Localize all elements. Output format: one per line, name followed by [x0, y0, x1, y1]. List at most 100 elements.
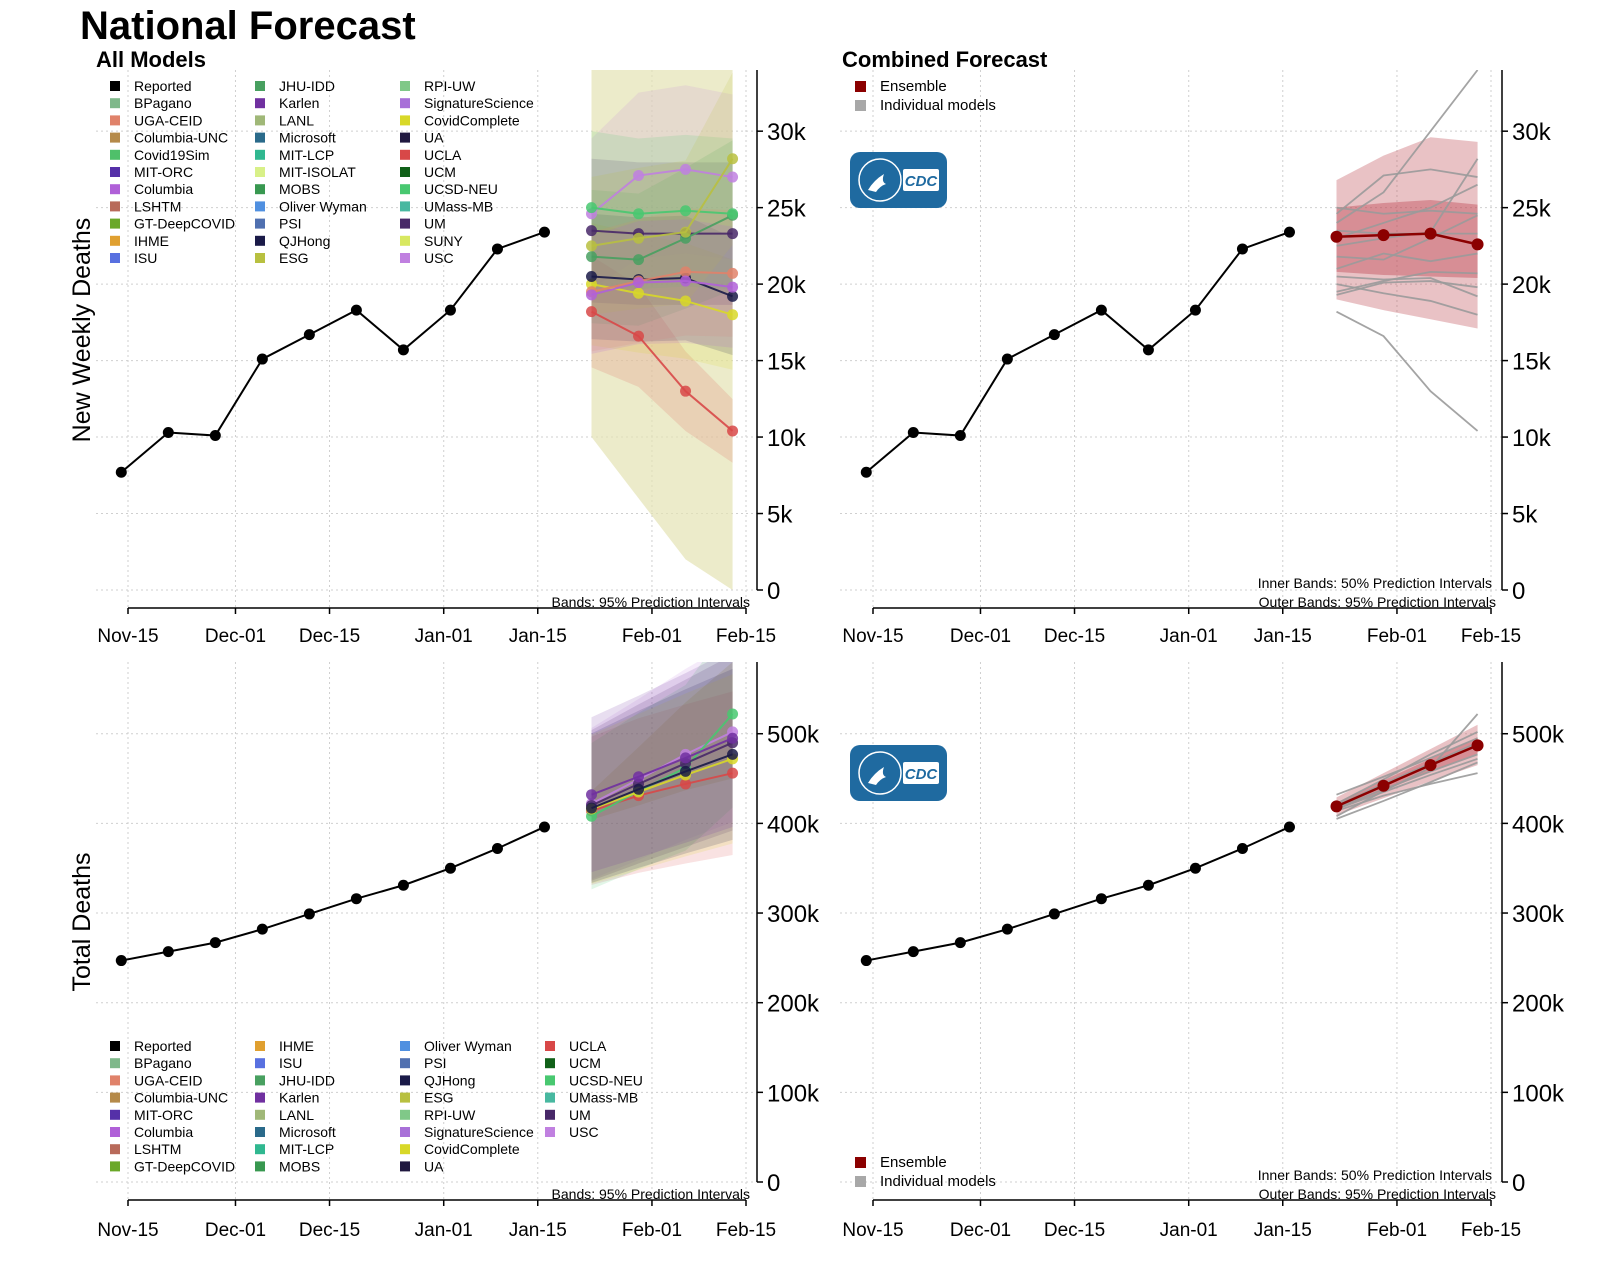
- legend-label: LANL: [279, 1107, 314, 1123]
- legend-label: PSI: [424, 1055, 447, 1071]
- reported-point: [954, 430, 966, 442]
- forecast-point-QJHong: [586, 270, 597, 282]
- reported-point: [491, 842, 503, 854]
- hhs-eagle-wing: [868, 767, 886, 785]
- outer-band-note: Outer Bands: 95% Prediction Intervals: [1259, 594, 1496, 610]
- legend-swatch-Reported: [110, 81, 120, 91]
- y-tick-label: 0: [767, 578, 780, 605]
- forecast-point-Columbia: [727, 281, 739, 293]
- legend-swatch-QJHong: [400, 1075, 410, 1086]
- prediction-band-95: [591, 70, 733, 590]
- inner-band-note: Inner Bands: 50% Prediction Intervals: [1258, 1167, 1492, 1183]
- y-tick-label: 30k: [767, 119, 807, 146]
- y-tick-label: 5k: [1512, 502, 1538, 529]
- legend-label: JHU-IDD: [279, 78, 335, 94]
- page-title: National Forecast: [80, 4, 416, 48]
- ensemble-band-95: [1336, 724, 1478, 816]
- reported-point: [1001, 923, 1013, 935]
- forecast-point-Karlen: [586, 789, 597, 801]
- band-UCSD-NEU: [591, 662, 733, 890]
- reported-point: [115, 955, 127, 967]
- legend-swatch-MIT-ORC: [110, 1109, 120, 1120]
- y-tick-label: 25k: [767, 196, 807, 223]
- cdc-logo-text: CDC: [905, 766, 939, 783]
- legend-swatch-UCM: [400, 167, 410, 177]
- legend-swatch-UCLA: [400, 149, 410, 160]
- reported-point: [162, 426, 174, 438]
- reported-point: [444, 304, 456, 316]
- legend-label: QJHong: [424, 1072, 475, 1088]
- x-tick-label: Jan-15: [509, 626, 567, 647]
- reported-point: [1236, 842, 1248, 854]
- legend-label: IHME: [134, 233, 169, 249]
- legend-swatch-LSHTM: [110, 1144, 120, 1155]
- legend-label: Reported: [134, 78, 192, 94]
- legend-label: UM: [424, 216, 446, 232]
- forecast-point-JHU-IDD: [633, 254, 645, 266]
- forecast-point-UCLA: [680, 385, 692, 397]
- legend-label: UMass-MB: [569, 1090, 638, 1106]
- x-tick-label: Nov-15: [97, 626, 158, 647]
- forecast-line-JHU-IDD: [591, 214, 734, 261]
- forecast-point-UCLA: [727, 767, 739, 779]
- legend-swatch-GT-DeepCOVID: [110, 1161, 120, 1172]
- reported-point: [1236, 243, 1248, 255]
- legend-label: MIT-ORC: [134, 1107, 193, 1123]
- forecast-line-UM: [591, 229, 733, 235]
- legend-label: JHU-IDD: [279, 1072, 335, 1088]
- legend-swatch-UCSD-NEU: [400, 184, 410, 195]
- legend-swatch-Columbia: [110, 1127, 120, 1137]
- forecast-point-UCSD-NEU: [633, 208, 645, 220]
- plot-area: [115, 70, 739, 590]
- forecast-point-CovidComplete: [727, 309, 739, 321]
- y-tick-label: 400k: [767, 811, 820, 838]
- legend-all-models: ReportedBPaganoUGA-CEIDColumbia-UNCCovid…: [110, 78, 534, 266]
- forecast-point-CovidComplete: [633, 287, 645, 299]
- forecast-point-QJHong: [586, 802, 597, 814]
- individual-model-line: [1336, 270, 1478, 293]
- forecast-point-UCSD-NEU: [680, 205, 692, 217]
- legend-swatch-UGA-CEID: [110, 115, 120, 126]
- legend-label: GT-DeepCOVID: [134, 216, 235, 232]
- legend-swatch-Microsoft: [255, 1127, 265, 1137]
- y-tick-label: 0: [767, 1170, 780, 1197]
- legend-swatch-IHME: [110, 235, 120, 246]
- x-tick-label: Dec-01: [205, 1220, 266, 1241]
- reported-point: [444, 862, 456, 874]
- ensemble-point: [1377, 779, 1390, 792]
- reported-point: [860, 466, 872, 478]
- legend-swatch: [855, 100, 866, 111]
- forecast-point-QJHong: [727, 748, 739, 760]
- legend-label: LSHTM: [134, 1141, 181, 1157]
- panel-title: Combined Forecast: [842, 47, 1048, 72]
- forecast-point-USC: [680, 163, 692, 175]
- legend-label: BPagano: [134, 95, 192, 111]
- cdc-logo-bg: [850, 745, 947, 801]
- legend-label: GT-DeepCOVID: [134, 1158, 235, 1174]
- legend-label: Microsoft: [279, 1124, 336, 1140]
- legend-swatch-IHME: [255, 1041, 265, 1051]
- y-tick-label: 0: [1512, 578, 1525, 605]
- ensemble-point: [1424, 759, 1437, 772]
- forecast-line-Columbia: [591, 280, 733, 296]
- band-UGA-CEID: [591, 208, 733, 352]
- legend-swatch-Columbia-UNC: [110, 1092, 120, 1103]
- forecast-point-UCLA: [633, 330, 645, 342]
- x-tick-label: Jan-15: [509, 1220, 567, 1241]
- x-tick-label: Feb-01: [1367, 626, 1427, 647]
- y-tick-label: 300k: [1512, 901, 1565, 928]
- band-USC: [591, 662, 733, 880]
- y-tick-label: 15k: [767, 349, 807, 376]
- legend-label: SignatureScience: [424, 1124, 534, 1140]
- y-tick-label: 500k: [767, 722, 820, 749]
- legend-label: UCM: [424, 164, 456, 180]
- cdc-logo-bg: [850, 152, 947, 208]
- legend-label: Individual models: [880, 1173, 996, 1190]
- legend-label: MIT-ORC: [134, 164, 193, 180]
- reported-point: [907, 426, 919, 438]
- forecast-point-USC: [727, 171, 739, 183]
- y-tick-label: 0: [1512, 1170, 1525, 1197]
- legend-swatch-LANL: [255, 115, 265, 126]
- band-UM: [591, 158, 733, 305]
